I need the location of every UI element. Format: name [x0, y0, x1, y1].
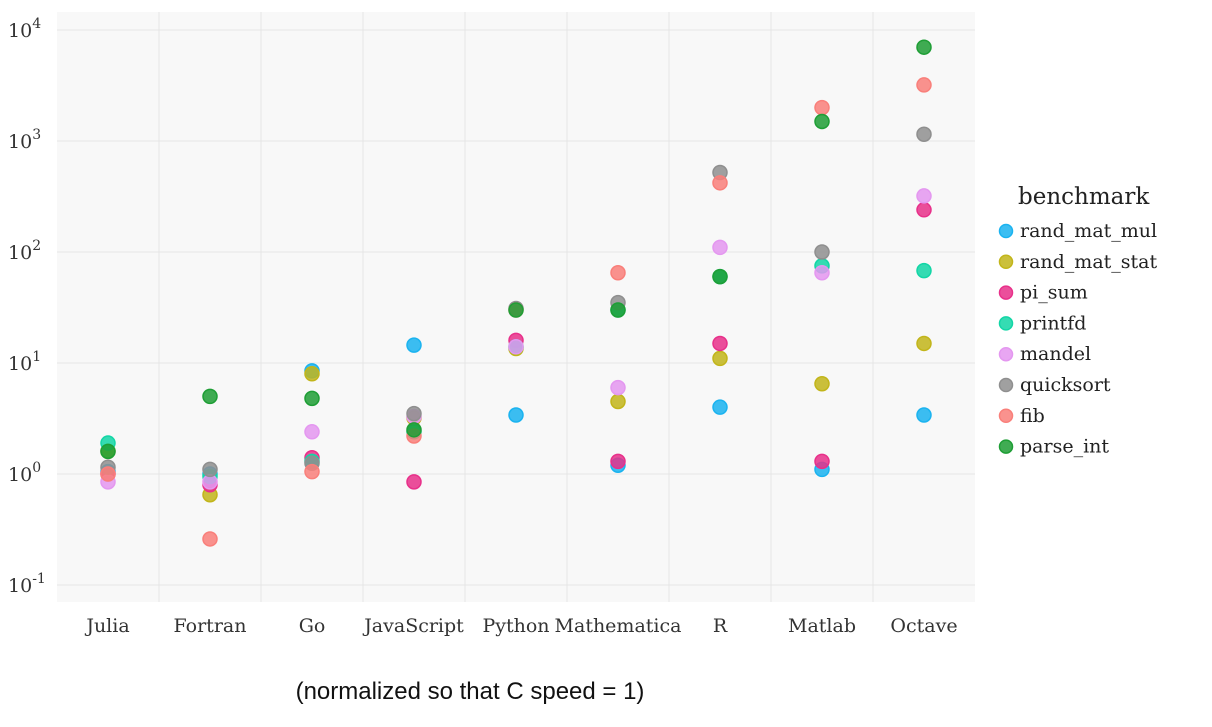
point-mandel — [304, 424, 320, 440]
legend-label: fib — [1020, 405, 1045, 427]
legend-label: printfd — [1020, 312, 1086, 334]
legend-label: rand_mat_mul — [1020, 220, 1157, 242]
point-mandel — [508, 339, 524, 355]
x-tick-label: JavaScript — [362, 615, 464, 637]
legend-label: quicksort — [1020, 374, 1111, 396]
point-mandel — [916, 188, 932, 204]
x-tick-label: Fortran — [174, 615, 247, 637]
point-fib — [814, 99, 830, 116]
point-rand_mat_mul — [712, 399, 728, 415]
point-pi_sum — [814, 453, 830, 470]
point-parse_int — [304, 390, 320, 407]
point-fib — [100, 466, 116, 482]
point-quicksort — [916, 126, 932, 143]
legend-marker-quicksort — [998, 377, 1014, 393]
point-printfd — [916, 262, 932, 279]
legend-marker-mandel — [998, 346, 1014, 362]
point-fib — [610, 265, 626, 281]
legend-title: benchmark — [1018, 184, 1150, 210]
point-rand_mat_stat — [916, 335, 932, 352]
legend-marker-rand_mat_mul — [998, 223, 1014, 239]
point-parse_int — [100, 443, 116, 460]
point-rand_mat_stat — [814, 376, 830, 392]
point-parse_int — [406, 422, 422, 438]
legend-label: rand_mat_stat — [1020, 251, 1158, 273]
legend-label: parse_int — [1020, 436, 1109, 458]
point-fib — [304, 463, 320, 480]
point-parse_int — [202, 388, 218, 405]
x-tick-label: Matlab — [788, 615, 856, 637]
point-parse_int — [508, 302, 524, 318]
legend-marker-fib — [998, 408, 1014, 424]
point-fib — [712, 175, 728, 191]
x-tick-label: Octave — [890, 615, 957, 637]
x-tick-label: Mathematica — [555, 615, 682, 637]
point-pi_sum — [916, 202, 932, 218]
point-rand_mat_stat — [712, 350, 728, 367]
point-fib — [916, 77, 932, 93]
y-tick-label: 104 — [8, 16, 41, 42]
y-tick-label: 10-1 — [8, 571, 46, 597]
point-mandel — [712, 239, 728, 256]
point-quicksort — [814, 244, 830, 260]
point-pi_sum — [406, 474, 422, 490]
x-tick-label: R — [713, 615, 728, 637]
legend-marker-printfd — [998, 316, 1014, 331]
point-rand_mat_stat — [610, 393, 626, 410]
y-tick-label: 101 — [8, 349, 41, 375]
point-rand_mat_mul — [916, 407, 932, 423]
y-tick-label: 100 — [8, 460, 41, 486]
point-quicksort — [202, 461, 218, 478]
point-quicksort — [406, 405, 422, 422]
chart: 10-1 100 101 102 103 104 Julia Fortran Go JavaSc… — [8, 12, 1158, 637]
point-rand_mat_mul — [508, 407, 524, 423]
x-tick-label: Go — [299, 615, 326, 637]
legend-marker-pi_sum — [998, 285, 1014, 300]
y-axis-ticks: 10-1 100 101 102 103 104 — [8, 16, 46, 597]
point-parse_int — [916, 39, 932, 55]
legend: benchmark rand_mat_mul rand_mat_stat pi_su… — [998, 184, 1158, 458]
x-tick-label: Julia — [84, 615, 129, 637]
point-pi_sum — [610, 453, 626, 470]
point-rand_mat_stat — [304, 366, 320, 382]
point-fib — [202, 531, 218, 547]
point-parse_int — [712, 268, 728, 285]
caption: (normalized so that C speed = 1) — [295, 678, 645, 705]
point-mandel — [610, 379, 626, 396]
x-axis-ticks: Julia Fortran Go JavaScript Python Mathematic… — [84, 615, 957, 637]
data-points — [100, 39, 932, 547]
point-rand_mat_mul — [406, 337, 422, 353]
y-tick-label: 102 — [8, 238, 41, 264]
legend-marker-rand_mat_stat — [998, 254, 1014, 270]
grid — [57, 12, 975, 602]
y-tick-label: 103 — [8, 127, 41, 153]
legend-label: mandel — [1020, 343, 1091, 365]
legend-label: pi_sum — [1020, 282, 1088, 304]
point-mandel — [814, 265, 830, 281]
point-parse_int — [814, 113, 830, 130]
x-tick-label: Python — [482, 615, 549, 637]
point-parse_int — [610, 302, 626, 318]
point-pi_sum — [712, 335, 728, 352]
legend-marker-parse_int — [998, 439, 1014, 454]
